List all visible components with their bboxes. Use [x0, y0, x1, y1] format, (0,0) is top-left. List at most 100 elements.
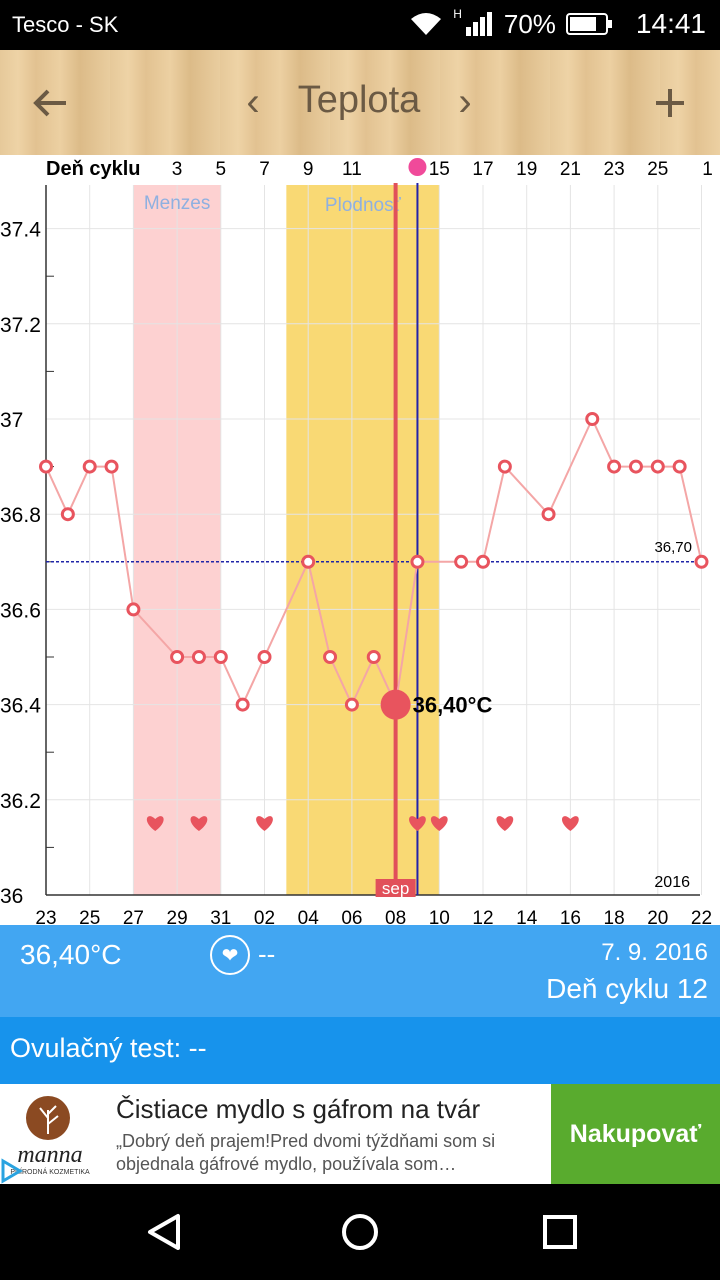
date-axis: 23 25 27 29 31 02 04 06 08 10 12 14 16 18 20 22 [35, 908, 712, 929]
cycle-day-tick: 11 [342, 159, 362, 180]
add-button[interactable] [634, 50, 706, 155]
summary-temperature: 36,40°C [20, 939, 122, 970]
menses-label: Menzes [144, 193, 211, 214]
chart-svg[interactable]: 37.4 37.2 37 36.8 36.6 36.4 36.2 36 3 5 7 9 11 15 17 1… [0, 155, 720, 929]
temperature-point [366, 650, 381, 664]
temperature-point [323, 650, 338, 664]
intercourse-markers [146, 816, 579, 831]
ad-headline[interactable]: Čistiace mydlo s gáfrom na tvár [116, 1094, 481, 1124]
year-label: 2016 [654, 874, 690, 891]
y-axis-ticks: 37.4 37.2 37 36.8 36.6 36.4 36.2 36 [0, 219, 41, 908]
cycle-day-axis: 3 5 7 9 11 15 17 19 21 23 25 1 [172, 159, 713, 180]
temperature-point [170, 650, 185, 664]
next-button[interactable]: › [458, 80, 472, 124]
cycle-day-tick: 1 [702, 159, 713, 180]
y-tick-label: 36.6 [0, 599, 41, 622]
clock: 14:41 [635, 8, 706, 39]
heart-icon [409, 816, 426, 831]
nav-home-icon [342, 1214, 378, 1250]
signal-icon [465, 12, 492, 36]
date-tick: 27 [123, 908, 144, 925]
system-nav-bar [0, 1184, 720, 1280]
cycle-day-tick: 5 [216, 159, 227, 180]
page-title: Teplota [297, 79, 421, 121]
selected-point[interactable] [380, 689, 411, 720]
cycle-day-tick: 7 [259, 159, 270, 180]
cycle-day-tick: 15 [429, 159, 450, 180]
temperature-point [650, 459, 665, 474]
heart-icon [146, 816, 164, 831]
y-tick-label: 37.4 [0, 219, 41, 242]
nav-recents-icon [543, 1215, 577, 1249]
fertile-label: Plodnosť [325, 195, 402, 216]
y-tick-label: 36 [0, 885, 23, 908]
date-tick: 12 [472, 908, 493, 925]
temperature-point [191, 650, 206, 664]
date-tick: 06 [341, 908, 362, 925]
temperature-point [607, 459, 622, 474]
app-header: ‹ Teplota › [0, 50, 720, 155]
temperature-point [497, 459, 512, 474]
ad-cta-button[interactable]: Nakupovať [551, 1084, 720, 1184]
date-tick: 20 [647, 908, 668, 925]
arrow-left-icon [33, 89, 66, 116]
temperature-point [60, 507, 75, 522]
heart-icon [562, 816, 579, 831]
back-button[interactable] [14, 50, 86, 155]
date-tick: 14 [516, 908, 538, 925]
ovulation-test-bar[interactable]: Ovulačný test: -- [0, 1017, 720, 1084]
temperature-point [694, 554, 709, 569]
day-summary[interactable]: 36,40°C ❤ -- 7. 9. 2016 Deň cyklu 12 [0, 925, 720, 1017]
cycle-day-tick: 25 [647, 159, 668, 180]
temperature-point [585, 412, 600, 426]
heart-icon [256, 816, 273, 831]
wifi-icon [411, 13, 442, 35]
date-tick: 04 [298, 908, 320, 925]
cycle-day-tick: 17 [472, 159, 493, 180]
cycle-axis-label: Deň cyklu [46, 158, 140, 180]
home-nav-button[interactable] [300, 1184, 420, 1280]
summary-cycle-day: Deň cyklu 12 [546, 973, 708, 1004]
temperature-point [454, 554, 469, 569]
reference-label: 36,70 [654, 539, 692, 556]
date-tick: 22 [691, 908, 712, 925]
ad-description[interactable]: „Dobrý deň prajem!Pred dvomi týždňami so… [116, 1131, 496, 1174]
temperature-point [541, 507, 556, 522]
cycle-day-tick: 21 [560, 159, 581, 180]
ad-banner[interactable]: manna PRÍRODNÁ KOZMETIKA Čistiace mydlo … [0, 1084, 720, 1184]
previous-button[interactable]: ‹ [246, 80, 260, 124]
temperature-point [672, 459, 687, 474]
ad-logo[interactable]: manna PRÍRODNÁ KOZMETIKA [0, 1084, 102, 1184]
date-tick: 18 [604, 908, 625, 925]
y-tick-label: 36.2 [0, 790, 41, 813]
recents-nav-button[interactable] [500, 1184, 620, 1280]
carrier-name: Tesco - SK [12, 12, 119, 37]
ovulation-icon [408, 158, 427, 176]
cycle-day-tick: 19 [516, 159, 537, 180]
date-tick: 10 [429, 908, 450, 925]
y-tick-label: 36.4 [0, 695, 41, 718]
back-nav-button[interactable] [104, 1184, 224, 1280]
temperature-point [104, 459, 119, 474]
temperature-line [45, 416, 703, 709]
month-tag [375, 879, 416, 897]
temperature-point [39, 459, 53, 474]
temperature-point [235, 697, 250, 712]
date-tick: 25 [79, 908, 100, 925]
plus-icon [656, 88, 684, 117]
battery-percent: 70% [503, 8, 556, 39]
temperature-point [126, 602, 141, 617]
y-tick-label: 36.8 [0, 504, 41, 527]
y-tick-label: 37.2 [0, 314, 41, 337]
ad-brand: manna [17, 1142, 82, 1168]
date-tick: 08 [385, 908, 406, 925]
nav-back-icon [148, 1214, 180, 1250]
cycle-day-tick: 23 [604, 159, 625, 180]
heart-icon[interactable]: ❤ [210, 935, 250, 975]
temperature-point [82, 459, 97, 474]
status-bar: Tesco - SK H 70% 14:41 [0, 0, 720, 50]
temperature-chart[interactable]: 37.4 37.2 37 36.8 36.6 36.4 36.2 36 3 5 7 9 11 15 17 1… [0, 155, 720, 929]
battery-icon [565, 13, 612, 35]
temperature-point [628, 459, 643, 474]
date-tick: 16 [560, 908, 581, 925]
